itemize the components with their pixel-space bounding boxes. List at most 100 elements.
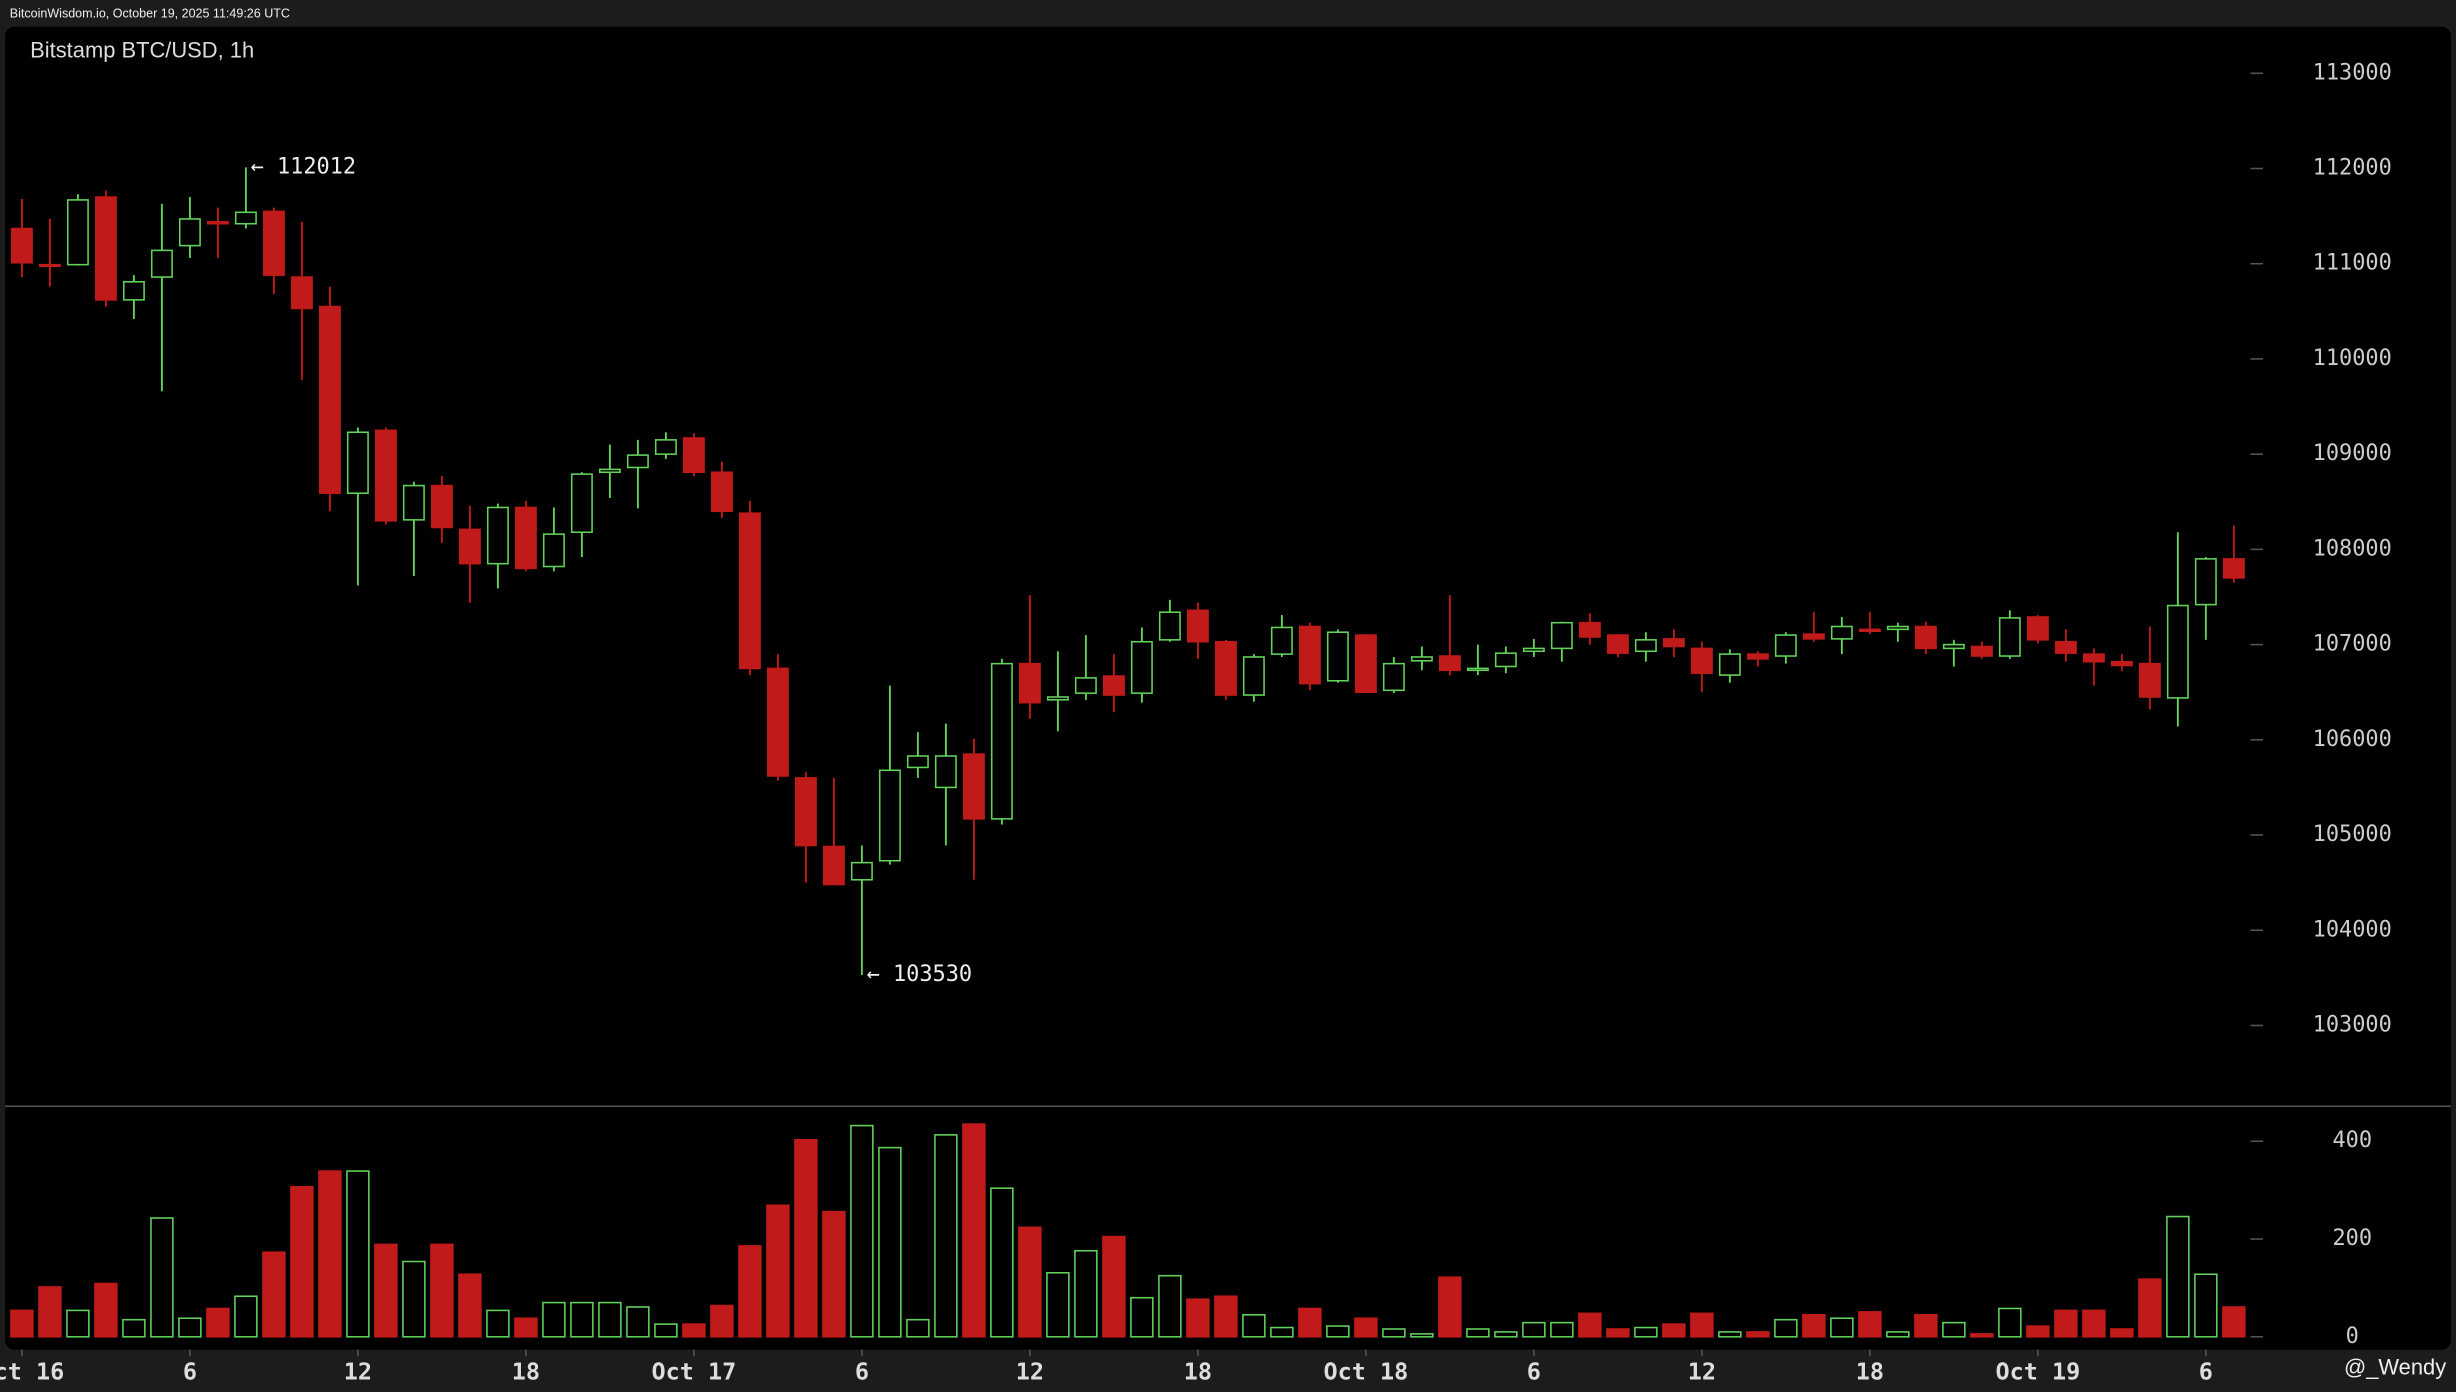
candle-body	[1494, 652, 1517, 668]
volume-tick-label: 200	[2332, 1226, 2372, 1251]
volume-bar	[1074, 1249, 1098, 1338]
candle-body	[1018, 662, 1041, 704]
x-tick-label: 12	[1016, 1358, 1044, 1386]
volume-bar	[626, 1306, 650, 1338]
x-tick-label: 18	[1184, 1358, 1212, 1386]
candle-body	[2222, 558, 2245, 579]
volume-tick-label: 400	[2332, 1128, 2372, 1153]
volume-bar	[318, 1170, 342, 1338]
candle-body	[654, 439, 677, 455]
volume-bar	[1270, 1326, 1294, 1338]
candle-body	[1242, 656, 1265, 696]
volume-bar	[514, 1317, 538, 1338]
volume-bar	[1298, 1307, 1322, 1338]
volume-bar	[1242, 1314, 1266, 1338]
volume-bar	[1522, 1321, 1546, 1338]
volume-bar	[234, 1295, 258, 1338]
candle-body	[878, 769, 901, 862]
candle-body	[682, 437, 705, 474]
candle-body	[990, 662, 1013, 820]
x-tick-label: Oct 18	[1323, 1358, 1408, 1386]
volume-bar	[1774, 1318, 1798, 1338]
candle-body	[1438, 655, 1461, 672]
y-tick-label: 112000	[2313, 155, 2392, 180]
candle-body	[962, 753, 985, 820]
volume-bar	[738, 1245, 762, 1338]
candle-body	[1662, 638, 1685, 648]
y-tick-label: 103000	[2313, 1012, 2392, 1037]
candle-body	[822, 845, 845, 886]
candle-body	[38, 263, 61, 268]
candle-body	[2166, 604, 2189, 699]
candle-body	[94, 196, 117, 301]
y-tick-label: 113000	[2313, 60, 2392, 85]
volume-bar	[542, 1301, 566, 1338]
x-tick-label: 18	[512, 1358, 540, 1386]
candle-body	[570, 473, 593, 534]
header: BitcoinWisdom.io, October 19, 2025 11:49…	[10, 6, 290, 20]
candle-body	[1466, 667, 1489, 672]
candle-body	[710, 471, 733, 513]
candle-body	[514, 506, 537, 570]
candle-body	[2110, 660, 2133, 667]
volume-bar	[38, 1286, 62, 1338]
volume-bar	[1382, 1328, 1406, 1338]
volume-bar	[1410, 1333, 1434, 1338]
candle-body	[402, 484, 425, 521]
candle-body	[1298, 625, 1321, 685]
volume-bar	[1158, 1274, 1182, 1338]
volume-bar	[934, 1134, 958, 1338]
y-tick-label: 105000	[2313, 822, 2392, 847]
volume-bar	[1102, 1235, 1126, 1338]
volume-bar	[374, 1243, 398, 1338]
candle-body	[1830, 625, 1853, 640]
volume-bar	[570, 1301, 594, 1338]
volume-bar	[2222, 1306, 2246, 1338]
volume-bar	[262, 1251, 286, 1338]
volume-bar	[206, 1307, 230, 1338]
volume-bar	[2110, 1328, 2134, 1338]
candle-body	[66, 199, 89, 266]
candle-body	[1914, 625, 1937, 650]
x-tick-label: 6	[2199, 1358, 2213, 1386]
candle-body	[1998, 617, 2021, 657]
candle-body	[262, 210, 285, 276]
candle-body	[1326, 631, 1349, 682]
volume-bar	[1998, 1307, 2022, 1338]
volume-bar	[2166, 1215, 2190, 1338]
x-tick-label: 6	[855, 1358, 869, 1386]
volume-bar	[1606, 1328, 1630, 1338]
candle-body	[766, 667, 789, 777]
volume-bar	[1690, 1312, 1714, 1338]
candle-body	[1074, 677, 1097, 694]
volume-bar	[766, 1204, 790, 1338]
chart-title: Bitstamp BTC/USD, 1h	[30, 37, 254, 62]
volume-bar	[962, 1123, 986, 1338]
candle-body	[738, 512, 761, 670]
volume-bar	[822, 1210, 846, 1338]
candle-body	[290, 276, 313, 310]
volume-bar	[1018, 1226, 1042, 1338]
volume-bar	[430, 1243, 454, 1338]
volume-bar	[1746, 1331, 1770, 1338]
y-tick-label: 111000	[2313, 251, 2392, 276]
candle-body	[1046, 696, 1069, 701]
candle-body	[1186, 609, 1209, 643]
candle-body	[1606, 634, 1629, 654]
candle-body	[934, 755, 957, 789]
candle-body	[1634, 639, 1657, 653]
volume-bar	[402, 1260, 426, 1338]
candle-body	[486, 506, 509, 565]
y-tick-label: 104000	[2313, 917, 2392, 942]
candle-body	[10, 227, 33, 264]
x-tick-label: Oct 17	[652, 1358, 737, 1386]
candle-body	[626, 454, 649, 469]
volume-bar	[1354, 1317, 1378, 1338]
candle-body	[1690, 647, 1713, 674]
volume-bar	[94, 1282, 118, 1338]
volume-bar	[458, 1273, 482, 1338]
candle-body	[1270, 626, 1293, 655]
volume-bar	[2082, 1309, 2106, 1338]
x-tick-label: Oct 16	[0, 1358, 64, 1386]
